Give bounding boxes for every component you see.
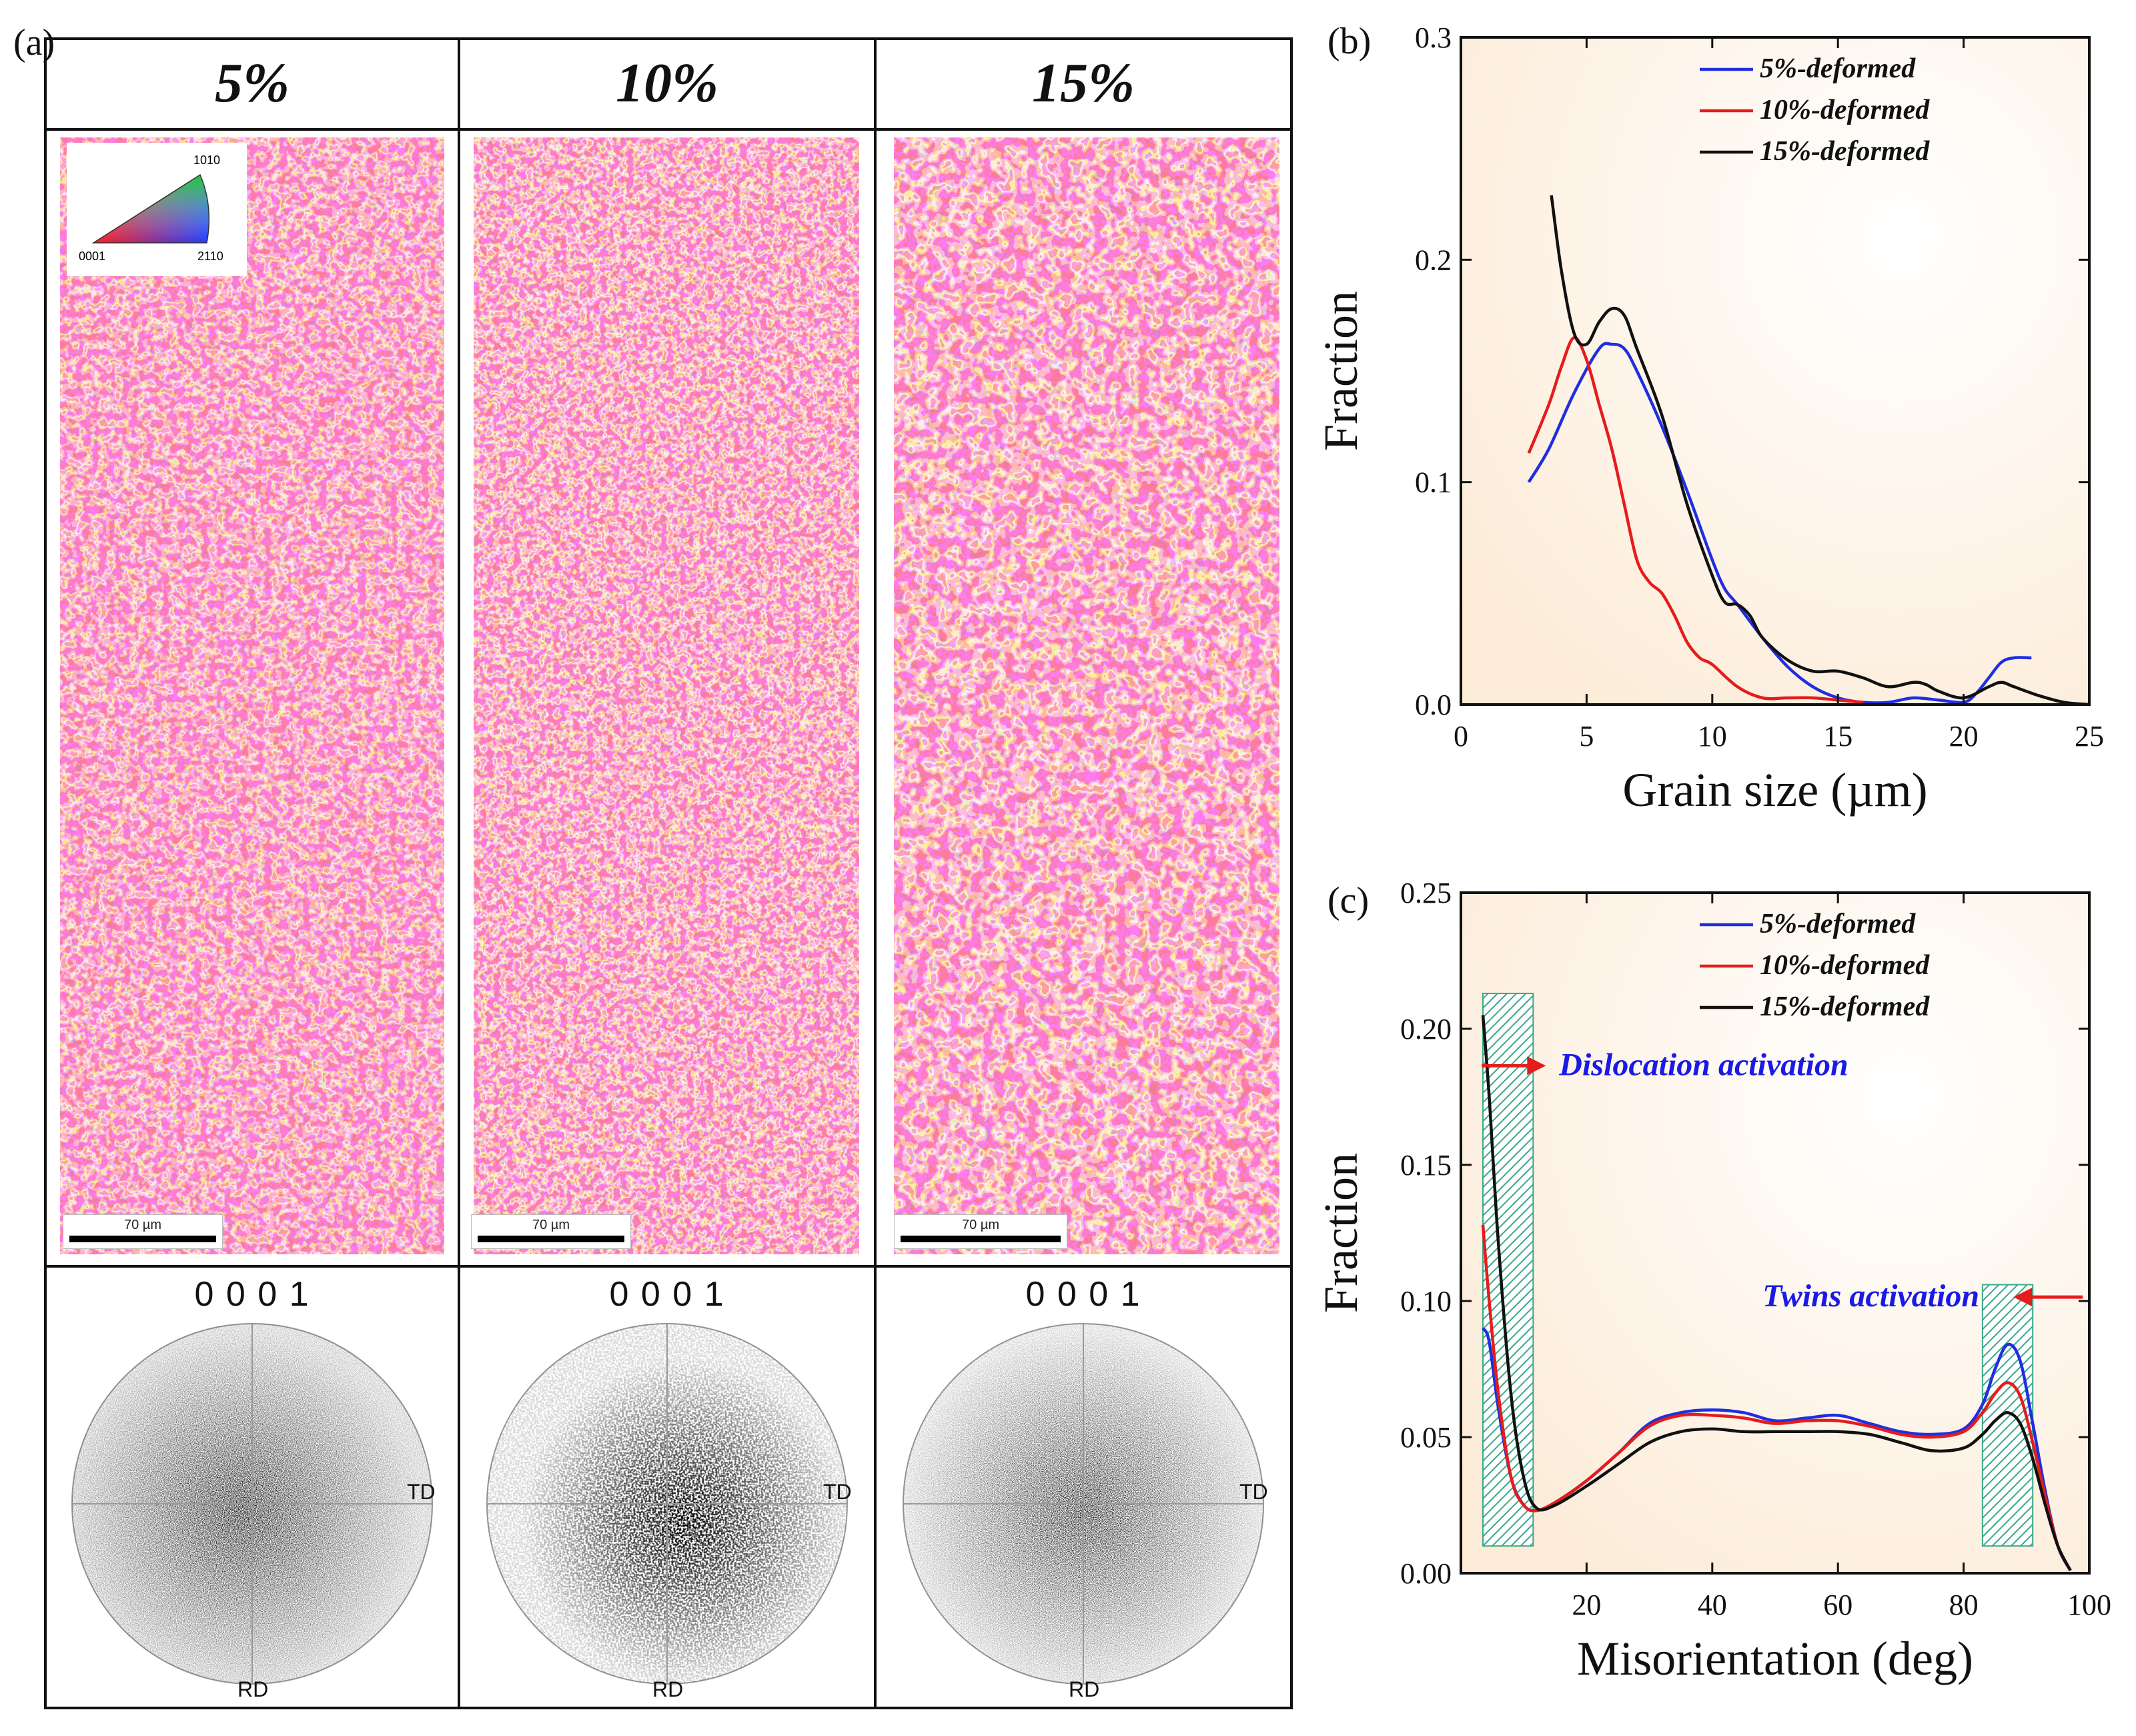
column-header-15: 15% — [1032, 52, 1135, 114]
y-axis-label: Fraction — [1314, 1153, 1368, 1313]
series-group — [1481, 1015, 2072, 1571]
y-tick-label: 0.10 — [1400, 1285, 1452, 1318]
series-line-15%-deformed — [1481, 1015, 2072, 1571]
series-group — [1527, 195, 2089, 705]
ebsd-grain-texture — [474, 137, 859, 1254]
pole-figure-15: 0 0 0 1 TD RD — [877, 1268, 1290, 1709]
y-axis-label: Fraction — [1314, 291, 1368, 451]
scale-bar-5: 70 µm — [63, 1214, 223, 1249]
x-axis-label: Misorientation (deg) — [1577, 1632, 1973, 1685]
y-tick-label: 0.00 — [1400, 1557, 1452, 1590]
annotation-arrow-head — [1527, 1056, 1546, 1075]
scale-bar-line — [478, 1236, 624, 1242]
chart-misorientation: 20 40 60 80 100 0.00 0.05 0.10 0.15 0.20 0.25 Misor… — [1314, 881, 2111, 1685]
ipf-label-top: 1010 — [193, 153, 221, 167]
y-tick-label: 0.2 — [1415, 244, 1452, 276]
pole-figure-rd-label: RD — [652, 1677, 684, 1701]
ipf-label-left: 0001 — [79, 250, 106, 263]
annotation-arrow-head — [2013, 1288, 2033, 1307]
pole-figure-title: 0 0 0 1 — [194, 1275, 310, 1314]
ebsd-grain-texture — [894, 137, 1279, 1254]
pole-figure-plot — [486, 1323, 848, 1685]
pole-figure-rd-label: RD — [237, 1677, 269, 1701]
y-tick-label: 0.1 — [1415, 466, 1452, 499]
legend-label: 10%-deformed — [1760, 950, 1930, 981]
scale-bar-label: 70 µm — [532, 1218, 570, 1232]
pole-figure-title: 0 0 0 1 — [1025, 1275, 1141, 1314]
x-tick-label: 25 — [2075, 720, 2104, 753]
y-tick-label: 0.3 — [1415, 21, 1452, 54]
x-tick-label: 10 — [1698, 720, 1727, 753]
shaded-region — [1981, 1284, 2034, 1547]
pole-figure-plot — [903, 1323, 1264, 1685]
x-tick-label: 20 — [1949, 720, 1979, 753]
annotation-text: Dislocation activation — [1558, 1047, 1848, 1082]
legend-label: 5%-deformed — [1760, 909, 1916, 939]
ipf-legend: 1010 0001 2110 — [67, 143, 247, 276]
panel-c-label: (c) — [1327, 880, 1370, 921]
pole-figure-td-label: TD — [407, 1480, 436, 1504]
x-tick-label: 5 — [1579, 720, 1594, 753]
y-tick-label: 0.15 — [1400, 1149, 1452, 1182]
panel-b-label: (b) — [1327, 21, 1372, 62]
x-tick-label: 40 — [1698, 1589, 1727, 1621]
y-tick-label: 0.25 — [1400, 881, 1452, 909]
pole-figure-rd-label: RD — [1069, 1677, 1100, 1701]
annotation-text: Twins activation — [1762, 1278, 1979, 1314]
column-header-5: 5% — [215, 52, 290, 114]
pole-figure-title: 0 0 0 1 — [609, 1275, 725, 1314]
x-axis-label: Grain size (µm) — [1622, 763, 1927, 817]
y-tick-label: 0.0 — [1415, 689, 1452, 721]
scale-bar-line — [69, 1236, 216, 1242]
x-tick-label: 0 — [1454, 720, 1468, 753]
scale-bar-line — [901, 1236, 1061, 1242]
legend-label: 15%-deformed — [1760, 991, 1930, 1022]
x-tick-label: 100 — [2067, 1589, 2111, 1621]
legend-label: 15%-deformed — [1760, 136, 1930, 167]
legend-label: 10%-deformed — [1760, 95, 1930, 125]
scale-bar-15: 70 µm — [894, 1214, 1067, 1249]
pole-figure-td-label: TD — [823, 1480, 852, 1504]
ebsd-map-5 — [60, 137, 444, 1254]
column-header-10: 10% — [616, 52, 718, 114]
plot-frame — [1460, 36, 2091, 706]
scale-bar-10: 70 µm — [471, 1214, 631, 1249]
pole-figure-5: 0 0 0 1 TD RD — [47, 1268, 458, 1709]
column-divider — [874, 37, 877, 1709]
column-divider — [458, 37, 460, 1709]
ipf-triangle-icon — [91, 173, 210, 244]
y-tick-label: 0.05 — [1400, 1421, 1452, 1454]
scale-bar-label: 70 µm — [962, 1218, 999, 1232]
x-tick-label: 60 — [1823, 1589, 1852, 1621]
pole-figure-plot — [71, 1323, 433, 1685]
x-tick-label: 80 — [1949, 1589, 1979, 1621]
panel-a-frame — [44, 37, 1293, 1709]
series-line-10%-deformed — [1481, 1224, 2072, 1571]
row-divider — [44, 128, 1293, 131]
ipf-label-right: 2110 — [197, 250, 223, 263]
legend-label: 5%-deformed — [1760, 53, 1916, 84]
x-tick-label: 15 — [1823, 720, 1852, 753]
plot-frame — [1460, 891, 2091, 1575]
panel-a-label: (a) — [13, 22, 55, 63]
x-tick-label: 20 — [1572, 1589, 1601, 1621]
plot-area — [1461, 37, 2089, 705]
scale-bar-label: 70 µm — [124, 1218, 161, 1232]
pole-figure-10: 0 0 0 1 TD RD — [460, 1268, 874, 1709]
row-divider — [44, 1265, 1293, 1268]
pole-figure-td-label: TD — [1239, 1480, 1268, 1504]
ebsd-map-10 — [474, 137, 859, 1254]
ebsd-map-15 — [894, 137, 1279, 1254]
chart-grain-size: 0 5 10 15 20 25 0.0 0.1 0.2 0.3 Grain size (µm) Fra… — [1314, 21, 2104, 817]
ebsd-grain-texture — [60, 137, 444, 1254]
series-line-15%-deformed — [1550, 195, 2089, 705]
y-tick-label: 0.20 — [1400, 1013, 1452, 1045]
